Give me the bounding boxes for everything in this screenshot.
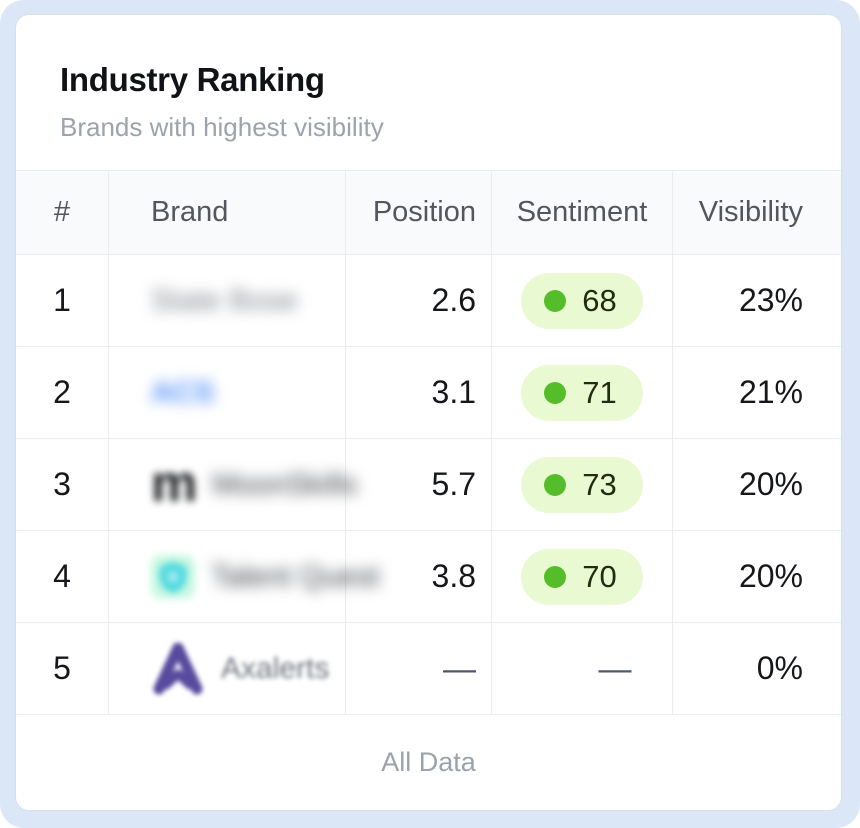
- table-row[interactable]: 2 ACS 3.1 71 21%: [16, 347, 841, 439]
- visibility-value: 20%: [738, 558, 803, 594]
- sentiment-dot-icon: [544, 473, 567, 496]
- position-value: 3.1: [346, 347, 492, 438]
- rank-value: 4: [16, 531, 109, 622]
- position-value: 5.7: [346, 439, 492, 530]
- brand-m-logo-icon: m: [151, 454, 197, 513]
- shield-logo-icon: [151, 554, 195, 599]
- all-data-button[interactable]: All Data: [381, 747, 476, 777]
- brand-cell: Axalerts: [109, 623, 346, 714]
- sentiment-cell: 71: [492, 347, 673, 438]
- header-sentiment: Sentiment: [492, 171, 673, 254]
- sentiment-badge: 68: [521, 272, 643, 329]
- table-row[interactable]: 4 Talent Quest 3.8 70 20%: [16, 531, 841, 623]
- sentiment-empty-dash: —: [598, 649, 632, 687]
- header-visibility: Visibility: [698, 196, 803, 228]
- sentiment-badge: 73: [521, 456, 643, 513]
- rank-value: 3: [16, 439, 109, 530]
- sentiment-cell: 70: [492, 531, 673, 622]
- rank-value: 5: [16, 623, 109, 714]
- brand-name-blurred: MoonSkills: [212, 467, 358, 501]
- position-value: 3.8: [346, 531, 492, 622]
- sentiment-cell: 68: [492, 255, 673, 346]
- brand-cell: State Bose: [109, 255, 346, 346]
- sentiment-dot-icon: [544, 565, 567, 588]
- visibility-value: 20%: [738, 466, 803, 502]
- page-title: Industry Ranking: [60, 61, 325, 98]
- card-footer: All Data: [16, 715, 841, 810]
- sentiment-value: 68: [582, 282, 617, 318]
- sentiment-cell: 73: [492, 439, 673, 530]
- sentiment-badge: 71: [521, 364, 643, 421]
- position-value: —: [346, 623, 492, 714]
- brand-name-blurred: ACS: [151, 375, 215, 409]
- sentiment-dot-icon: [544, 381, 567, 404]
- header-brand: Brand: [109, 171, 346, 254]
- brand-cell: m MoonSkills: [109, 439, 357, 530]
- position-empty-dash: —: [443, 649, 476, 687]
- header-position: Position: [346, 171, 492, 254]
- sentiment-value: 70: [582, 558, 617, 594]
- table-row[interactable]: 5 Axalerts — — 0%: [16, 623, 841, 715]
- brand-cell: Talent Quest: [109, 531, 379, 622]
- brand-cell: ACS: [109, 347, 346, 438]
- brand-name-blurred: Talent Quest: [211, 559, 380, 593]
- rank-value: 1: [16, 255, 109, 346]
- brand-name: Axalerts: [221, 651, 330, 685]
- visibility-value: 0%: [756, 650, 803, 686]
- sentiment-badge: 70: [521, 548, 643, 605]
- axalerts-logo-icon: [153, 642, 203, 694]
- brand-name-blurred: State Bose: [151, 283, 298, 317]
- page-subtitle: Brands with highest visibility: [60, 111, 384, 142]
- sentiment-value: 73: [582, 466, 617, 502]
- sentiment-cell: —: [492, 623, 673, 714]
- rank-value: 2: [16, 347, 109, 438]
- visibility-value: 21%: [738, 374, 803, 410]
- industry-ranking-card: Industry Ranking Brands with highest vis…: [15, 14, 842, 811]
- sentiment-value: 71: [582, 374, 617, 410]
- table-header-row: # Brand Position Sentiment Visibility: [16, 170, 841, 255]
- sentiment-dot-icon: [544, 289, 567, 312]
- visibility-value: 23%: [738, 282, 803, 318]
- position-value: 2.6: [346, 255, 492, 346]
- table-row[interactable]: 1 State Bose 2.6 68 23%: [16, 255, 841, 347]
- table-row[interactable]: 3 m MoonSkills 5.7 73 20%: [16, 439, 841, 531]
- card-header: Industry Ranking Brands with highest vis…: [16, 15, 841, 170]
- header-rank: #: [16, 171, 109, 254]
